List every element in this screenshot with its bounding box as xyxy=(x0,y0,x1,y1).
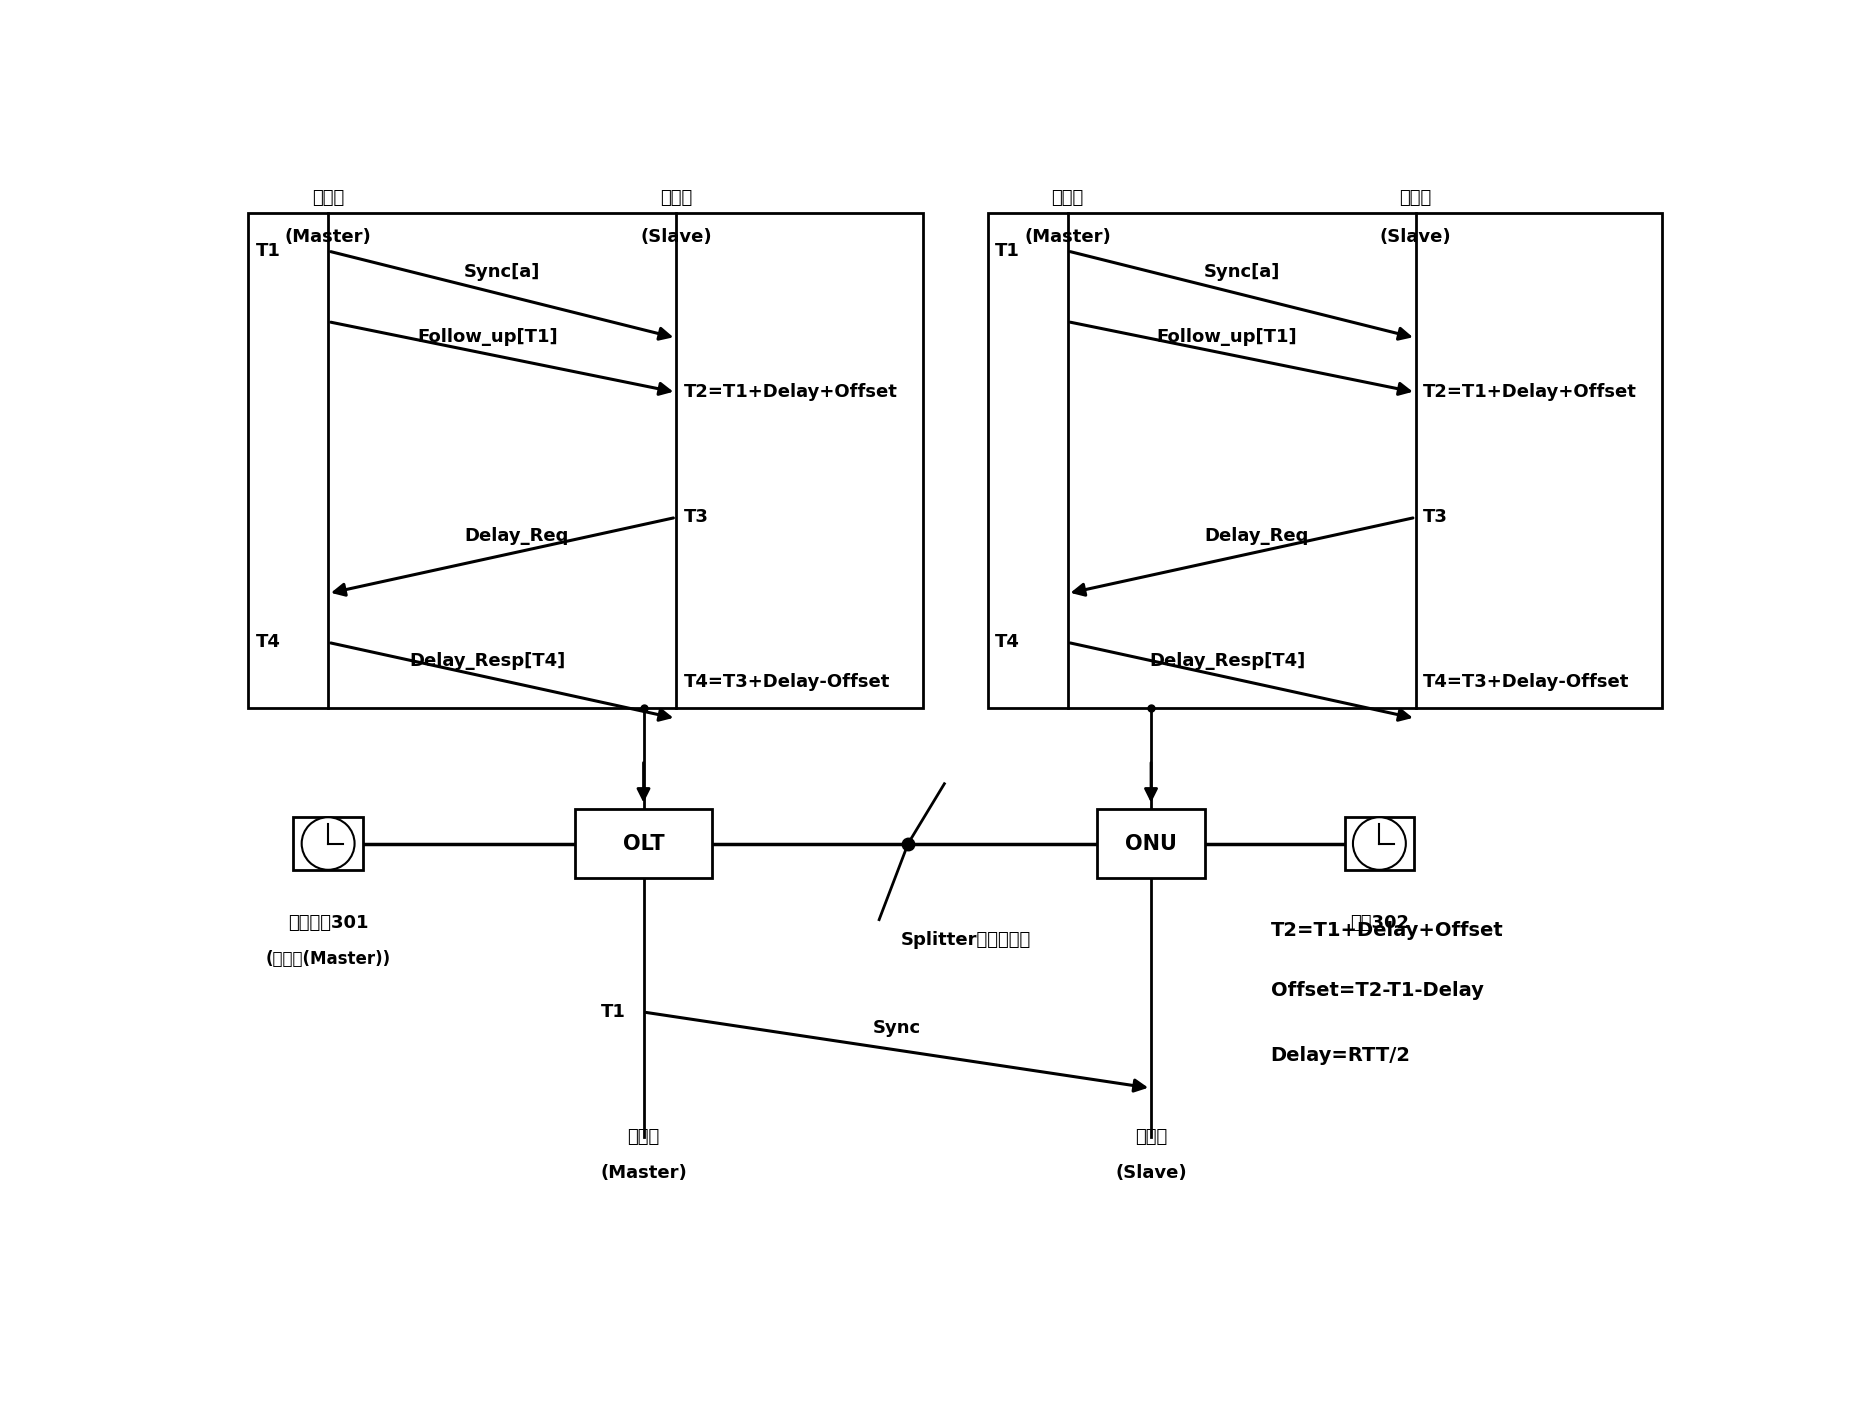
Text: T4: T4 xyxy=(256,634,281,651)
Text: Delay_Resp[T4]: Delay_Resp[T4] xyxy=(410,651,565,669)
Text: (Master): (Master) xyxy=(1023,227,1111,246)
Text: T2=T1+Delay+Offset: T2=T1+Delay+Offset xyxy=(683,383,898,401)
Text: T1: T1 xyxy=(995,241,1020,260)
Bar xyxy=(294,818,363,870)
Text: (Master): (Master) xyxy=(601,1165,687,1182)
Text: 从设备: 从设备 xyxy=(1400,189,1431,208)
Text: 主设备: 主设备 xyxy=(627,1128,660,1147)
Bar xyxy=(988,213,1661,707)
Text: OLT: OLT xyxy=(623,833,664,853)
Text: Delay_Req: Delay_Req xyxy=(464,527,569,545)
Text: 从设备: 从设备 xyxy=(1136,1128,1168,1147)
Text: Splitter（分光器）: Splitter（分光器） xyxy=(902,931,1031,949)
Text: T4: T4 xyxy=(995,634,1020,651)
Text: T2=T1+Delay+Offset: T2=T1+Delay+Offset xyxy=(1422,383,1637,401)
Text: T1: T1 xyxy=(256,241,281,260)
Bar xyxy=(249,213,922,707)
Text: T4=T3+Delay-Offset: T4=T3+Delay-Offset xyxy=(683,674,891,692)
Text: T3: T3 xyxy=(1422,508,1448,527)
Text: Sync[a]: Sync[a] xyxy=(464,264,541,281)
Text: Delay_Req: Delay_Req xyxy=(1203,527,1308,545)
Text: Sync[a]: Sync[a] xyxy=(1203,264,1280,281)
Text: (Master): (Master) xyxy=(284,227,372,246)
Ellipse shape xyxy=(301,818,355,870)
Text: (Slave): (Slave) xyxy=(1379,227,1452,246)
Text: T2=T1+Delay+Offset: T2=T1+Delay+Offset xyxy=(1270,921,1504,940)
Bar xyxy=(1096,809,1205,878)
Bar xyxy=(1345,818,1414,870)
Text: Delay=RTT/2: Delay=RTT/2 xyxy=(1270,1046,1411,1065)
Text: Sync: Sync xyxy=(874,1019,921,1036)
Text: Delay_Resp[T4]: Delay_Resp[T4] xyxy=(1149,651,1306,669)
Text: 从设备: 从设备 xyxy=(660,189,692,208)
Text: T3: T3 xyxy=(683,508,709,527)
Text: Follow_up[T1]: Follow_up[T1] xyxy=(1156,328,1297,346)
Text: ONU: ONU xyxy=(1124,833,1177,853)
Text: (主设备(Master)): (主设备(Master)) xyxy=(266,950,391,969)
Text: (Slave): (Slave) xyxy=(640,227,713,246)
Text: 主设备: 主设备 xyxy=(1052,189,1083,208)
Text: 基站302: 基站302 xyxy=(1349,914,1409,932)
Text: Offset=T2-T1-Delay: Offset=T2-T1-Delay xyxy=(1270,981,1484,1000)
Text: T1: T1 xyxy=(601,1003,627,1021)
Ellipse shape xyxy=(1353,818,1405,870)
Text: (Slave): (Slave) xyxy=(1115,1165,1186,1182)
Text: 网络设备301: 网络设备301 xyxy=(288,914,369,932)
Text: T4=T3+Delay-Offset: T4=T3+Delay-Offset xyxy=(1422,674,1630,692)
Bar xyxy=(574,809,713,878)
Text: 主设备: 主设备 xyxy=(312,189,344,208)
Text: Follow_up[T1]: Follow_up[T1] xyxy=(417,328,558,346)
